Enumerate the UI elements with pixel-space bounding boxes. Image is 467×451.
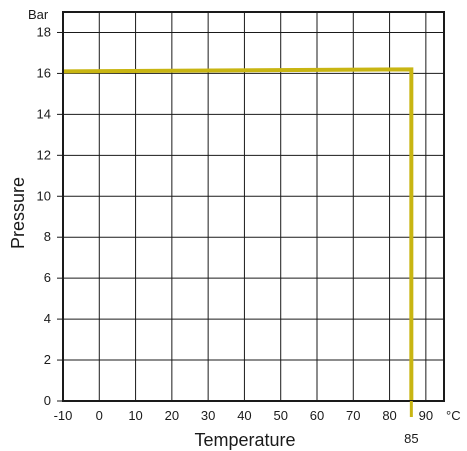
x-axis-unit: °C — [446, 408, 461, 423]
y-tick-label: 18 — [37, 24, 51, 39]
y-tick-label: 6 — [44, 270, 51, 285]
annotations: 85 — [404, 401, 419, 446]
x-tick-label: 10 — [128, 408, 142, 423]
x-tick-label: 20 — [165, 408, 179, 423]
x-tick-label: 40 — [237, 408, 251, 423]
x-tick-label: 30 — [201, 408, 215, 423]
x-tick-label: 50 — [273, 408, 287, 423]
x-tick-label: 70 — [346, 408, 360, 423]
plot-frame — [62, 11, 445, 402]
y-axis-unit: Bar — [28, 7, 49, 22]
x-tick-label: 0 — [96, 408, 103, 423]
y-tick-label: 14 — [37, 106, 51, 121]
x-tick-label: 90 — [419, 408, 433, 423]
operating-limit-line — [62, 67, 414, 401]
y-tick-label: 0 — [44, 393, 51, 408]
x-tick-labels: -10 0 10 20 30 40 50 60 70 80 90 — [54, 408, 433, 423]
annotation-label: 85 — [404, 431, 418, 446]
y-tick-label: 16 — [37, 65, 51, 80]
x-tick-label: -10 — [54, 408, 73, 423]
y-tick-label: 12 — [37, 147, 51, 162]
series-layer — [62, 67, 414, 401]
y-tick-label: 4 — [44, 311, 51, 326]
y-tick-labels: 0 2 4 6 8 10 12 14 16 18 — [37, 24, 51, 408]
y-tick-label: 10 — [37, 188, 51, 203]
y-tick-label: 2 — [44, 352, 51, 367]
y-tick-label: 8 — [44, 229, 51, 244]
x-tick-label: 60 — [310, 408, 324, 423]
y-axis-title: Pressure — [8, 177, 28, 249]
x-axis-title: Temperature — [194, 430, 295, 450]
x-tick-label: 80 — [382, 408, 396, 423]
